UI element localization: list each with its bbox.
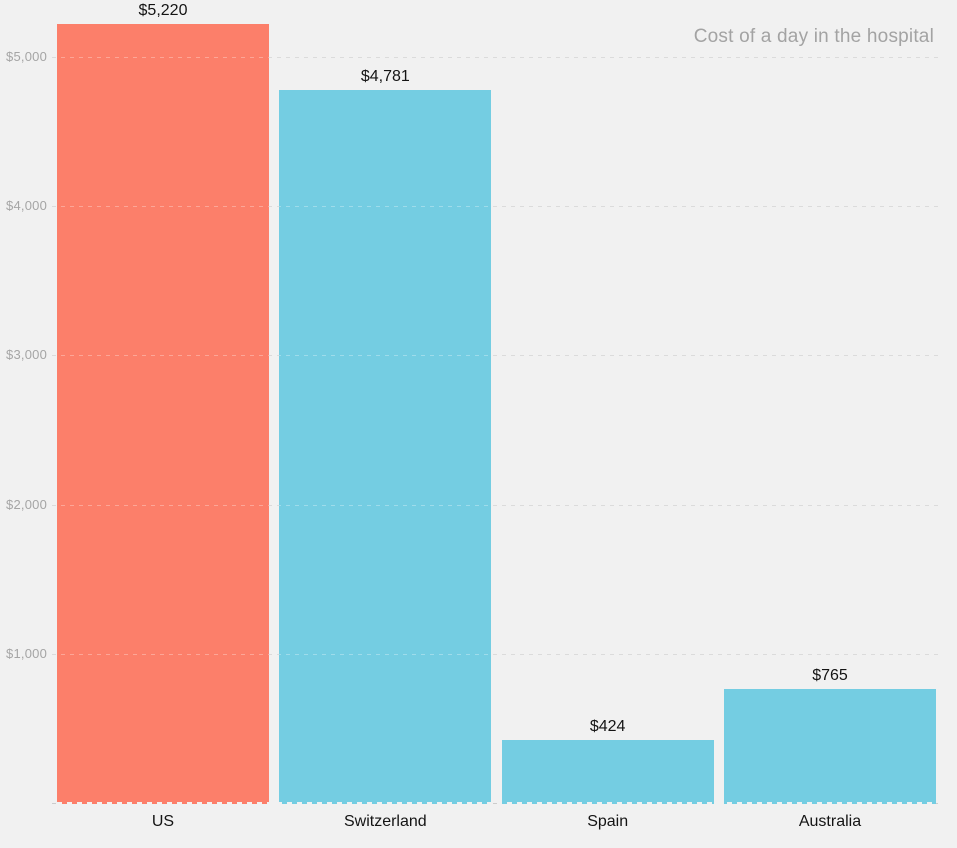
y-tick-label: $3,000 — [6, 347, 47, 363]
x-tick-label-spain: Spain — [587, 813, 629, 830]
gridline-1000 — [52, 653, 941, 655]
gridline-overlay-1000 — [52, 653, 941, 655]
bar-value-label: $4,781 — [360, 67, 410, 85]
x-tick-label-us: US — [151, 813, 175, 830]
chart-title: Cost of a day in the hospital — [693, 26, 934, 47]
gridline-overlay-3000 — [52, 355, 941, 357]
y-tick-label: $4,000 — [6, 198, 47, 214]
x-tick-label-australia: Australia — [798, 813, 862, 830]
gridline-5000 — [52, 57, 941, 58]
bar-value-label: $5,220 — [138, 2, 188, 20]
x-tick-label-switzerland: Switzerland — [343, 813, 427, 830]
y-tick-label: $1,000 — [6, 645, 47, 661]
y-tick-label: $5,000 — [6, 49, 47, 64]
baseline-notches — [57, 802, 936, 804]
y-tick-label: $2,000 — [6, 496, 47, 512]
bar-value-label: $424 — [589, 717, 626, 735]
bar-australia — [723, 688, 936, 804]
bar-spain — [501, 739, 714, 804]
bar-us — [57, 24, 269, 804]
gridline-2000 — [52, 504, 941, 506]
gridline-overlay-2000 — [52, 504, 941, 506]
gridline-4000 — [52, 206, 941, 208]
gridline-overlay-4000 — [52, 206, 941, 208]
bar-switzerland — [279, 89, 492, 804]
gridline-3000 — [52, 355, 941, 357]
gridline-overlay-5000 — [52, 57, 941, 58]
bar-value-label: $765 — [812, 666, 848, 684]
